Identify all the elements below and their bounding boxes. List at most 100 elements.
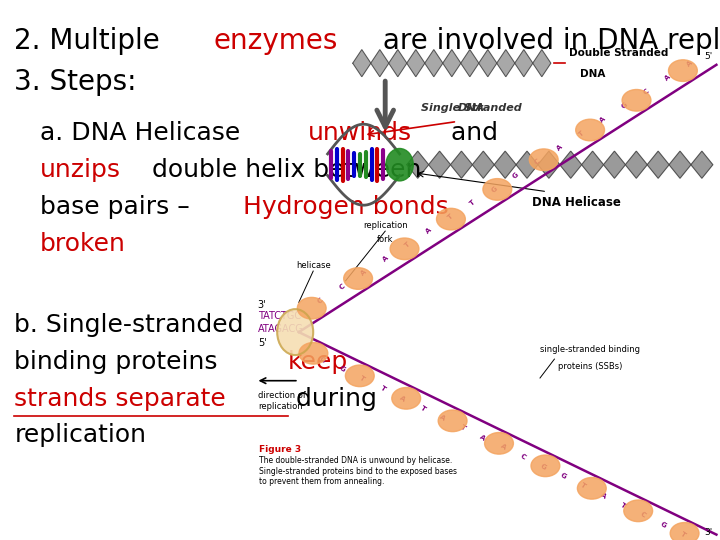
- Text: T: T: [577, 130, 585, 138]
- Polygon shape: [515, 50, 533, 77]
- Text: T: T: [379, 385, 387, 393]
- Text: T: T: [419, 404, 426, 412]
- Text: T: T: [359, 375, 366, 383]
- Text: during: during: [287, 387, 377, 410]
- Text: A: A: [664, 74, 672, 82]
- Circle shape: [343, 268, 372, 289]
- Polygon shape: [647, 151, 669, 178]
- Text: T: T: [619, 502, 627, 509]
- Text: proteins (SSBs): proteins (SSBs): [558, 362, 623, 371]
- Circle shape: [438, 410, 467, 431]
- Polygon shape: [497, 50, 515, 77]
- Text: A: A: [382, 255, 390, 263]
- Polygon shape: [538, 151, 560, 178]
- Text: binding proteins: binding proteins: [14, 350, 226, 374]
- Text: G: G: [490, 185, 498, 193]
- Text: A: A: [360, 268, 368, 276]
- Text: replication: replication: [14, 423, 146, 447]
- Text: C: C: [338, 282, 346, 291]
- Circle shape: [390, 238, 419, 260]
- Text: unzips: unzips: [40, 158, 121, 182]
- Circle shape: [483, 179, 512, 200]
- Circle shape: [622, 90, 651, 111]
- Text: DNA Helicase: DNA Helicase: [531, 196, 621, 209]
- Text: G: G: [512, 171, 520, 179]
- Circle shape: [485, 433, 513, 454]
- Text: 2. Multiple: 2. Multiple: [14, 27, 169, 55]
- Text: replication: replication: [258, 402, 302, 411]
- Text: A: A: [685, 60, 693, 68]
- Polygon shape: [582, 151, 603, 178]
- Text: G: G: [621, 102, 629, 110]
- Text: T: T: [580, 482, 587, 490]
- Polygon shape: [560, 151, 582, 178]
- Text: C: C: [534, 158, 541, 165]
- Circle shape: [297, 298, 326, 319]
- Circle shape: [670, 523, 699, 540]
- Circle shape: [624, 500, 652, 522]
- Text: T: T: [469, 199, 477, 207]
- Text: 3': 3': [258, 300, 266, 310]
- Polygon shape: [371, 50, 389, 77]
- Polygon shape: [389, 50, 407, 77]
- Text: 3. Steps:: 3. Steps:: [14, 68, 137, 96]
- Text: C: C: [642, 88, 650, 96]
- Text: Single Stranded: Single Stranded: [421, 103, 522, 113]
- Text: C: C: [639, 511, 647, 519]
- Text: T: T: [680, 531, 687, 538]
- Text: G: G: [338, 365, 346, 374]
- Text: A: A: [555, 144, 563, 152]
- Polygon shape: [353, 50, 371, 77]
- Polygon shape: [428, 151, 451, 178]
- Text: C: C: [317, 296, 325, 305]
- Text: Hydrogen bonds: Hydrogen bonds: [243, 195, 449, 219]
- Polygon shape: [516, 151, 538, 178]
- Circle shape: [529, 149, 558, 171]
- Text: A: A: [599, 116, 607, 124]
- Polygon shape: [533, 50, 551, 77]
- Circle shape: [346, 365, 374, 387]
- Text: 5': 5': [705, 52, 713, 61]
- Circle shape: [576, 119, 605, 141]
- Text: C: C: [519, 453, 526, 461]
- Text: A: A: [479, 434, 487, 441]
- Text: fork: fork: [377, 235, 393, 244]
- Text: enzymes: enzymes: [214, 27, 338, 55]
- Ellipse shape: [277, 309, 313, 355]
- Text: A: A: [425, 227, 433, 235]
- Text: b. Single-stranded: b. Single-stranded: [14, 313, 244, 337]
- Polygon shape: [603, 151, 626, 178]
- Text: DNA: DNA: [580, 69, 605, 79]
- Circle shape: [392, 388, 420, 409]
- Text: unwinds: unwinds: [308, 122, 413, 145]
- Polygon shape: [407, 50, 425, 77]
- Polygon shape: [451, 151, 472, 178]
- Text: The double-stranded DNA is unwound by helicase.
Single-stranded proteins bind to: The double-stranded DNA is unwound by he…: [259, 456, 457, 486]
- Polygon shape: [407, 151, 428, 178]
- Text: A: A: [499, 443, 507, 451]
- Text: A: A: [599, 492, 607, 500]
- Text: ATAGACG: ATAGACG: [258, 325, 304, 334]
- Text: DNA: DNA: [458, 92, 485, 113]
- Text: keep: keep: [287, 350, 348, 374]
- Polygon shape: [461, 50, 479, 77]
- Text: Figure 3: Figure 3: [259, 446, 302, 455]
- Text: strands separate: strands separate: [14, 387, 226, 410]
- Text: 3': 3': [705, 528, 713, 537]
- Text: double helix between: double helix between: [144, 158, 421, 182]
- Text: T: T: [447, 213, 454, 221]
- Text: T: T: [459, 424, 467, 431]
- Text: G: G: [659, 521, 667, 529]
- Text: direction of: direction of: [258, 392, 305, 401]
- Polygon shape: [626, 151, 647, 178]
- Text: T: T: [403, 241, 411, 249]
- Polygon shape: [479, 50, 497, 77]
- Polygon shape: [494, 151, 516, 178]
- Circle shape: [299, 342, 328, 364]
- Polygon shape: [425, 50, 443, 77]
- Text: broken: broken: [40, 232, 125, 255]
- Polygon shape: [472, 151, 494, 178]
- Ellipse shape: [386, 148, 413, 181]
- Text: helicase: helicase: [296, 261, 330, 270]
- Text: are involved in DNA replication.: are involved in DNA replication.: [374, 27, 720, 55]
